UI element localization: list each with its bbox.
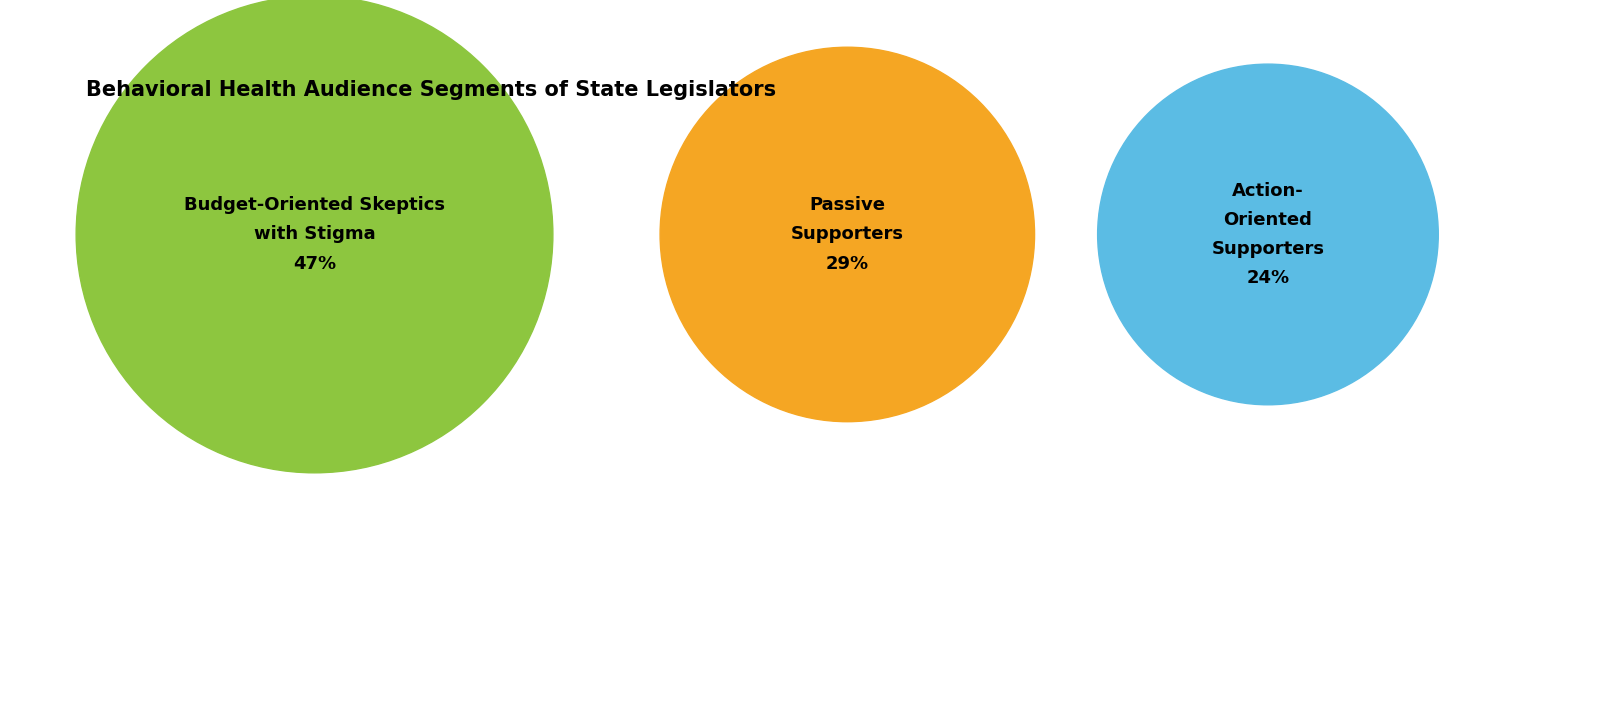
Text: Action-
Oriented
Supporters
24%: Action- Oriented Supporters 24%: [1212, 181, 1325, 287]
Text: Budget-Oriented Skeptics
with Stigma
47%: Budget-Oriented Skeptics with Stigma 47%: [184, 196, 445, 273]
Circle shape: [660, 47, 1034, 421]
Circle shape: [1097, 64, 1438, 405]
Text: Behavioral Health Audience Segments of State Legislators: Behavioral Health Audience Segments of S…: [86, 80, 775, 100]
Text: Passive
Supporters
29%: Passive Supporters 29%: [791, 196, 904, 273]
Circle shape: [76, 0, 553, 473]
